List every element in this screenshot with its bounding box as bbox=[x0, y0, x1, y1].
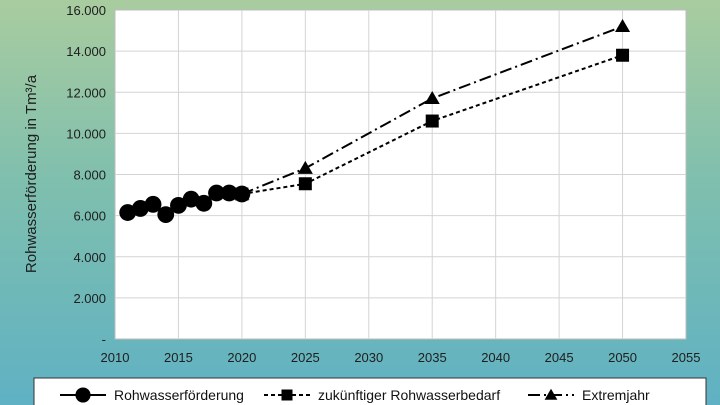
data-point-circle bbox=[208, 184, 225, 202]
data-point-circle bbox=[220, 184, 238, 202]
series-0 bbox=[119, 184, 251, 223]
legend-marker-square bbox=[281, 389, 293, 401]
y-tick-label: 10.000 bbox=[66, 126, 106, 141]
y-axis-ticks: - 2.000 4.000 6.000 8.000 10.000 12.000 14.000 1… bbox=[66, 3, 106, 347]
y-tick-label: - bbox=[102, 332, 106, 347]
legend-entry-2: Extremjahr bbox=[528, 387, 650, 403]
series-2 bbox=[234, 19, 631, 200]
data-point-square bbox=[616, 48, 630, 62]
data-point-triangle bbox=[297, 160, 313, 174]
data-point-triangle bbox=[615, 19, 631, 33]
data-point-circle bbox=[195, 194, 213, 212]
x-tick-label: 2050 bbox=[608, 350, 637, 365]
legend bbox=[33, 377, 707, 405]
legend-entries: Rohwasserförderung zukünftiger Rohwasserb… bbox=[60, 387, 650, 403]
x-tick-label: 2010 bbox=[101, 350, 130, 365]
legend-label: zukünftiger Rohwasserbedarf bbox=[318, 387, 500, 403]
y-axis-title: Rohwasserförderung in Tm³/a bbox=[23, 74, 40, 273]
y-tick-label: 4.000 bbox=[73, 250, 106, 265]
x-tick-label: 2055 bbox=[672, 350, 701, 365]
x-tick-label: 2015 bbox=[164, 350, 193, 365]
legend-label: Extremjahr bbox=[582, 387, 650, 403]
y-tick-label: 14.000 bbox=[66, 44, 106, 59]
data-point-circle bbox=[157, 206, 175, 223]
x-axis-ticks: 2010 2015 2020 2025 2030 2035 2040 2045 2050 2055 bbox=[101, 350, 701, 365]
gridlines bbox=[115, 10, 686, 339]
series-line bbox=[241, 54, 623, 195]
y-tick-label: 16.000 bbox=[66, 3, 106, 18]
legend-marker-triangle bbox=[544, 388, 558, 400]
x-tick-label: 2045 bbox=[545, 350, 574, 365]
data-point-triangle bbox=[424, 91, 440, 104]
data-point-square bbox=[425, 114, 439, 128]
y-tick-label: 2.000 bbox=[73, 291, 106, 306]
legend-marker-circle bbox=[75, 387, 91, 403]
data-point-square bbox=[298, 177, 312, 191]
series-layer bbox=[119, 19, 631, 223]
data-point-circle bbox=[182, 190, 200, 208]
y-tick-label: 6.000 bbox=[73, 209, 106, 224]
x-tick-label: 2030 bbox=[354, 350, 383, 365]
data-point-circle bbox=[131, 200, 149, 217]
x-tick-label: 2035 bbox=[418, 350, 447, 365]
legend-label: Rohwasserförderung bbox=[114, 387, 244, 403]
x-tick-label: 2020 bbox=[227, 350, 256, 365]
data-point-circle bbox=[119, 204, 137, 221]
x-tick-label: 2040 bbox=[481, 350, 510, 365]
series-line bbox=[241, 25, 623, 195]
x-tick-label: 2025 bbox=[291, 350, 320, 365]
y-tick-label: 12.000 bbox=[66, 85, 106, 100]
data-point-triangle bbox=[234, 186, 250, 200]
legend-entry-1: zukünftiger Rohwasserbedarf bbox=[264, 387, 500, 403]
legend-entry-0: Rohwasserförderung bbox=[60, 387, 244, 403]
y-tick-label: 8.000 bbox=[73, 168, 106, 183]
data-point-circle bbox=[170, 196, 187, 214]
data-point-circle bbox=[144, 195, 162, 213]
